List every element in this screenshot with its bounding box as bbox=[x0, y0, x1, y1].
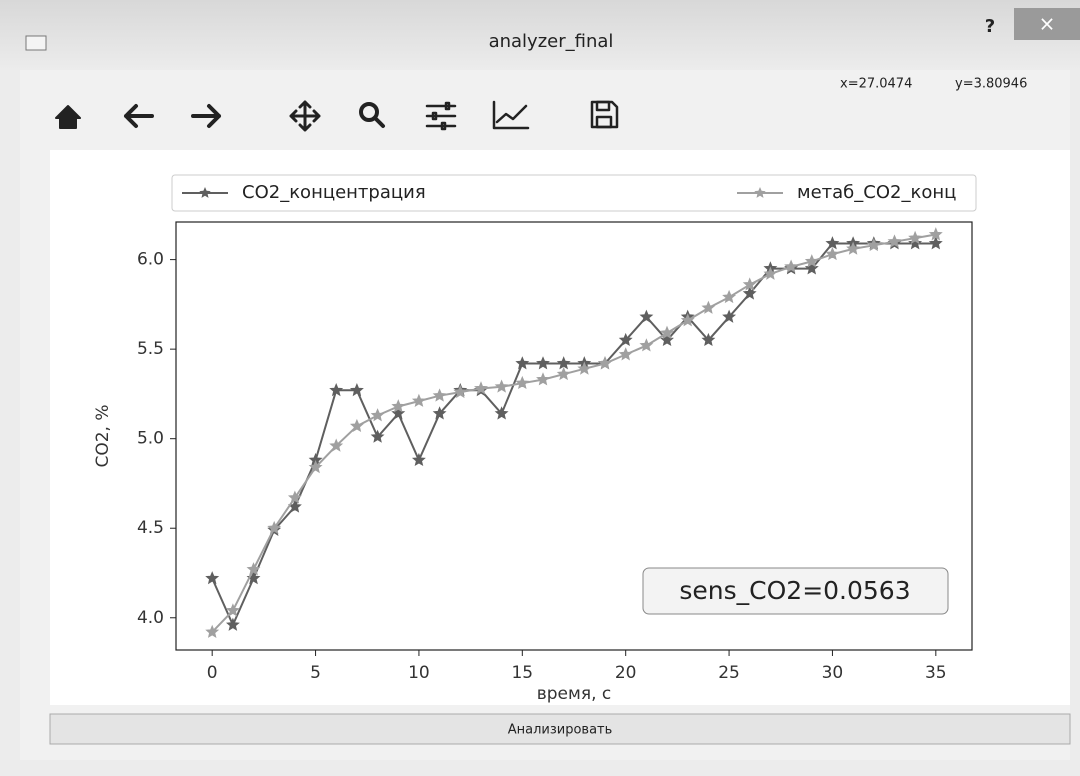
y-tick-label: 5.0 bbox=[137, 429, 164, 449]
window-icon bbox=[26, 36, 46, 50]
figure bbox=[50, 150, 1070, 705]
annotation: sens_CO2=0.0563 bbox=[679, 576, 910, 605]
cursor-y: y=3.80946 bbox=[955, 77, 1027, 92]
legend-label: метаб_CO2_конц bbox=[797, 182, 956, 203]
legend-label: CO2_концентрация bbox=[242, 182, 426, 203]
x-tick-label: 5 bbox=[310, 663, 321, 683]
y-tick-label: 6.0 bbox=[137, 250, 164, 270]
analyze-button-label[interactable]: Анализировать bbox=[508, 723, 613, 738]
configure-button[interactable] bbox=[427, 103, 455, 129]
x-tick-label: 10 bbox=[408, 663, 430, 683]
x-tick-label: 20 bbox=[615, 663, 637, 683]
x-tick-label: 15 bbox=[511, 663, 533, 683]
x-tick-label: 25 bbox=[718, 663, 740, 683]
window: analyzer_final ? × x=27.0474 y=3.80946 4… bbox=[0, 0, 1080, 776]
x-tick-label: 30 bbox=[822, 663, 844, 683]
x-axis-label: время, с bbox=[537, 684, 611, 704]
y-axis-label: CO2, % bbox=[93, 404, 113, 467]
close-button[interactable]: × bbox=[1039, 12, 1056, 36]
x-tick-label: 0 bbox=[207, 663, 218, 683]
y-tick-label: 4.0 bbox=[137, 608, 164, 628]
y-tick-label: 4.5 bbox=[137, 518, 164, 538]
y-tick-label: 5.5 bbox=[137, 339, 164, 359]
help-button[interactable]: ? bbox=[985, 16, 995, 37]
window-title: analyzer_final bbox=[489, 31, 614, 52]
cursor-x: x=27.0474 bbox=[840, 77, 912, 92]
x-tick-label: 35 bbox=[925, 663, 947, 683]
